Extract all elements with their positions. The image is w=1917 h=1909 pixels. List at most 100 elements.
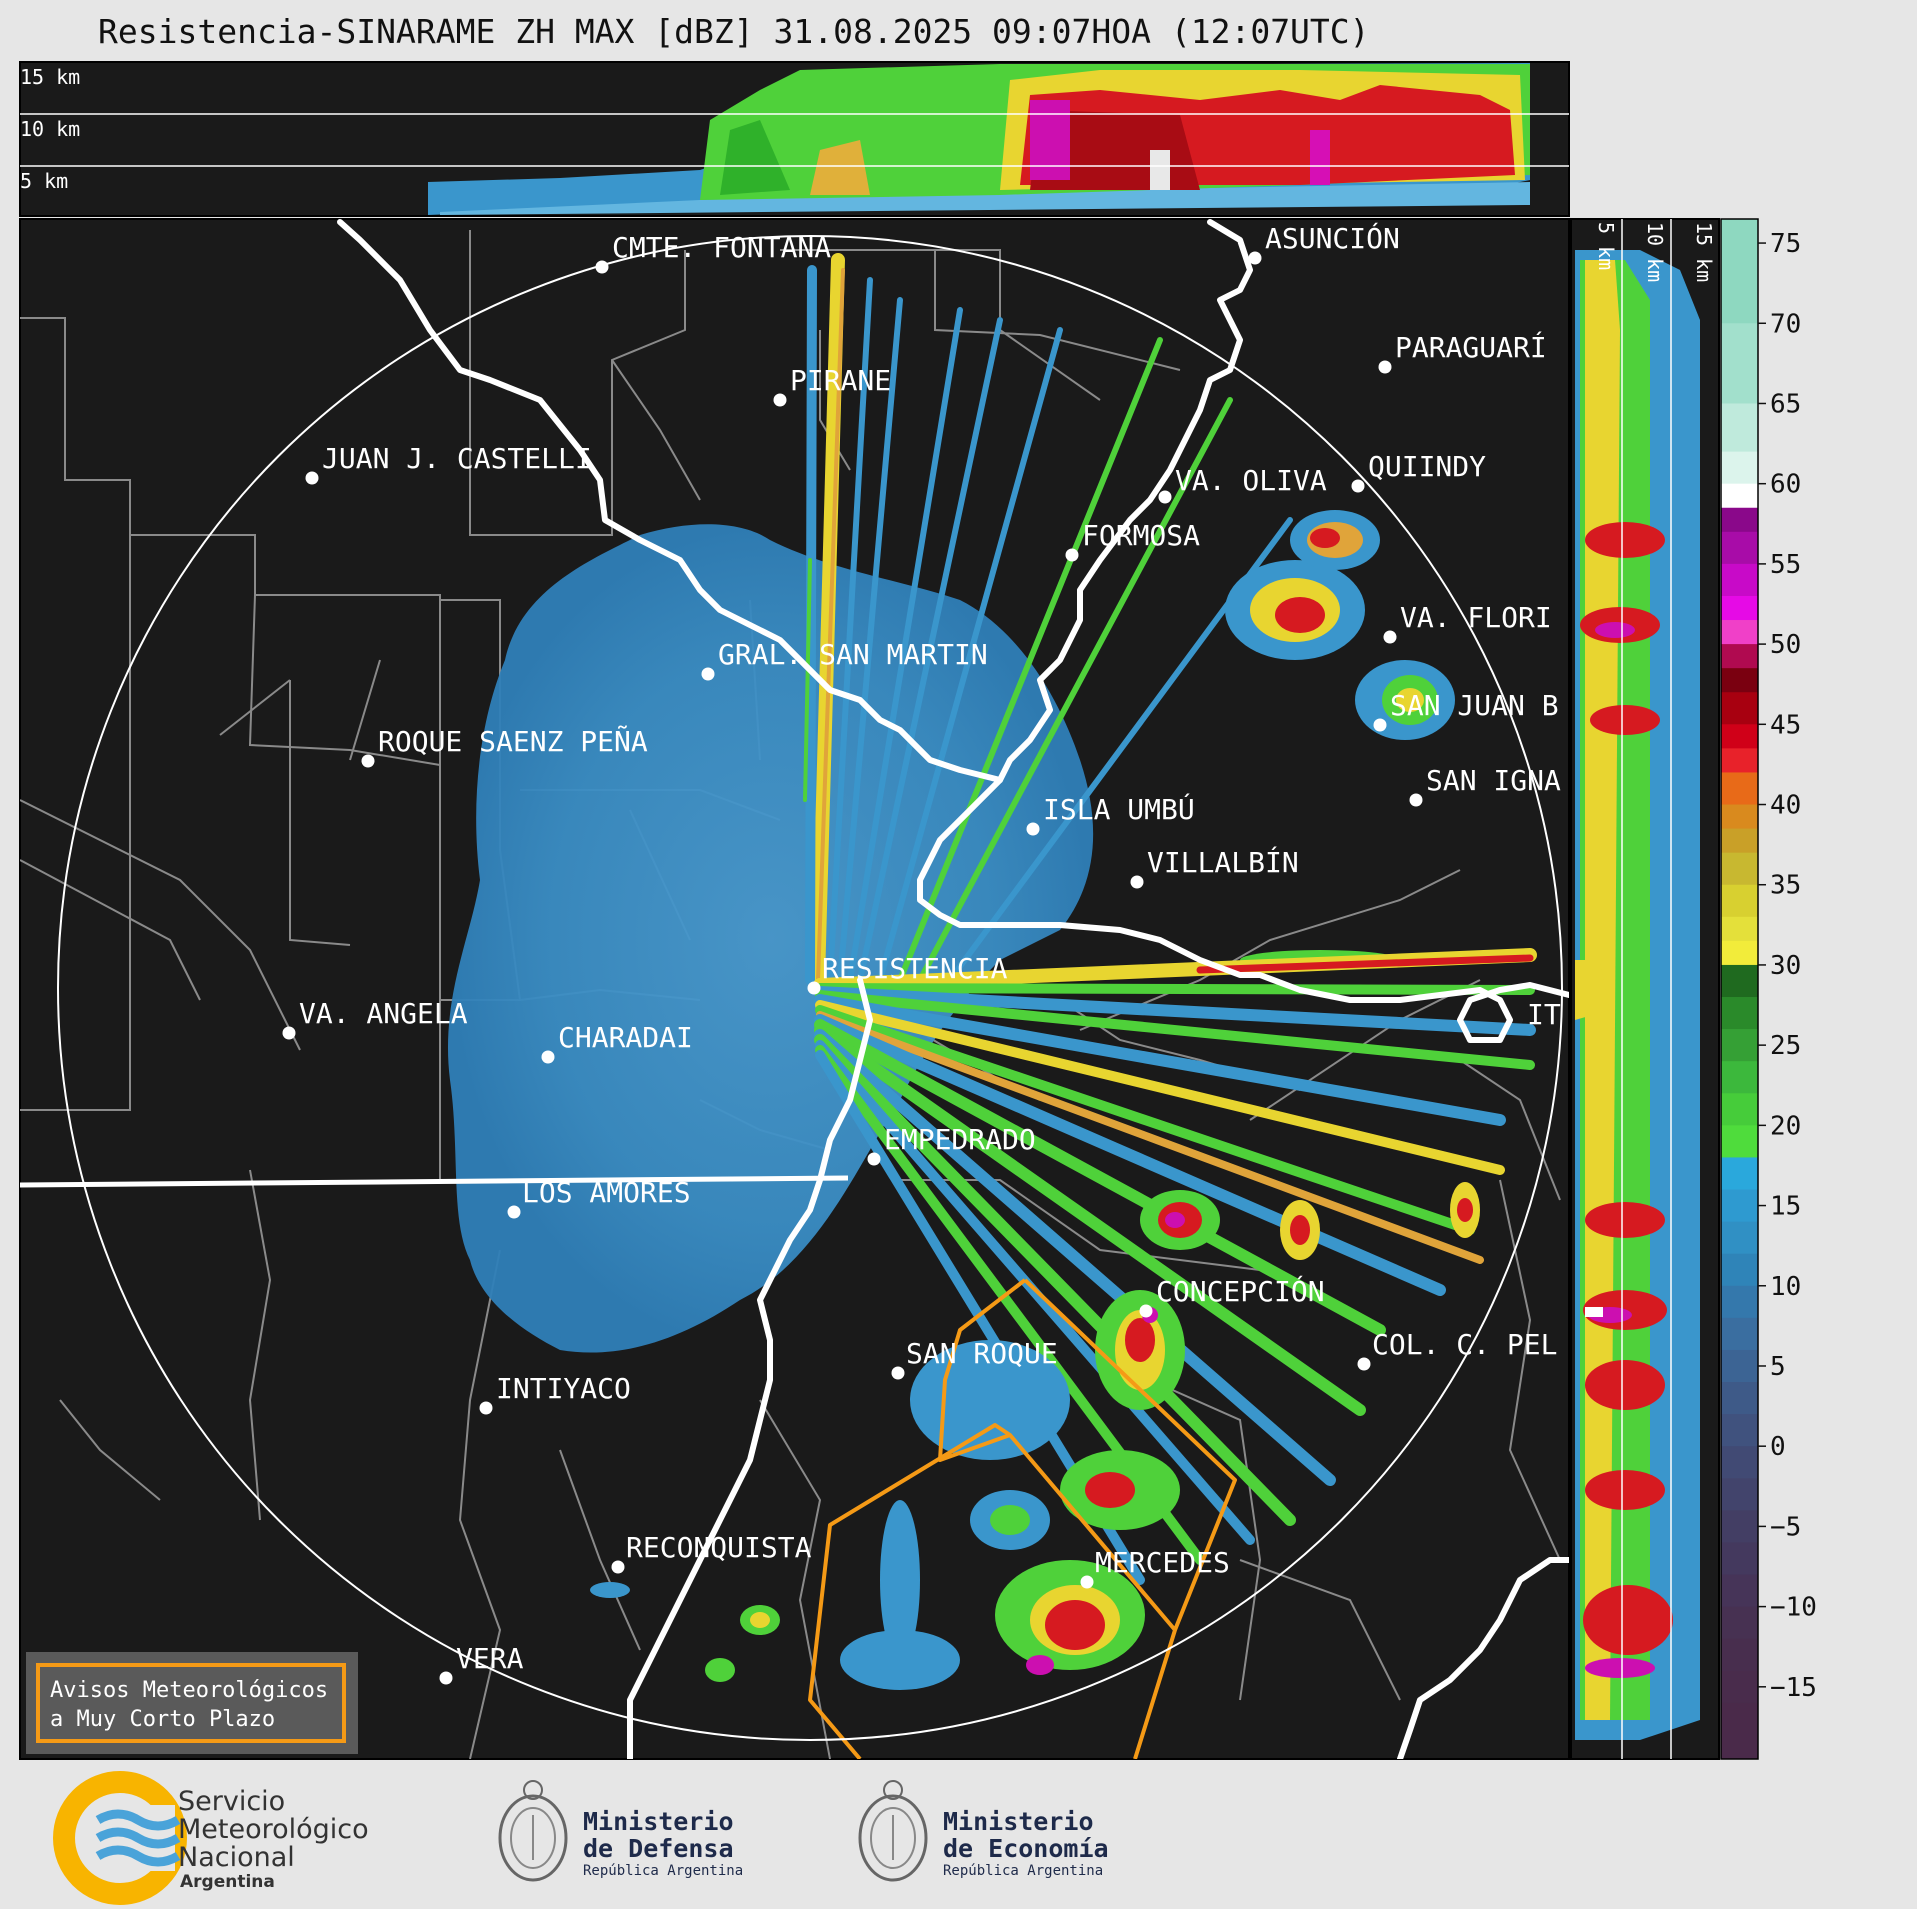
place-label-charadai: CHARADAI <box>558 1021 693 1054</box>
colorbar-tick-label: 40 <box>1770 791 1801 821</box>
place-label-vera: VERA <box>456 1642 524 1675</box>
smn-logo-line-1: Servicio <box>178 1786 285 1817</box>
colorbar-segment <box>1721 451 1758 485</box>
defensa-logo: Ministerio de Defensa República Argentin… <box>498 1780 743 1882</box>
colorbar-segment <box>1721 1221 1758 1255</box>
top-height-label-10km: 10 km <box>20 117 80 141</box>
colorbar-segment <box>1721 507 1758 533</box>
colorbar-segment <box>1721 1446 1758 1479</box>
colorbar-segment <box>1721 828 1758 854</box>
colorbar-segment <box>1721 1349 1758 1383</box>
colorbar-segment <box>1721 940 1758 966</box>
stratiform-echo-area <box>447 524 1094 1353</box>
top-height-label-15km: 15 km <box>20 65 80 89</box>
colorbar-segment <box>1721 772 1758 806</box>
rivers <box>337 219 1569 1759</box>
colorbar-tick-label: −10 <box>1770 1593 1817 1623</box>
colorbar-tick-label: 45 <box>1770 710 1801 740</box>
colorbar-segment <box>1721 1638 1758 1672</box>
colorbar-tick-label: −15 <box>1770 1673 1817 1703</box>
colorbar-segment <box>1721 1125 1758 1158</box>
colorbar-tick-label: 50 <box>1770 630 1801 660</box>
colorbar-segment <box>1721 563 1758 597</box>
alert-box-line-1: Avisos Meteorológicos <box>50 1678 328 1703</box>
top-height-label-5km: 5 km <box>20 169 68 193</box>
place-label-villalbin: VILLALBÍN <box>1147 845 1299 879</box>
place-label-asuncion: ASUNCIÓN <box>1265 221 1400 255</box>
alert-legend-box[interactable]: Avisos Meteorológicos a Muy Corto Plazo <box>26 1652 358 1754</box>
colorbar-tick-label: 65 <box>1770 389 1801 419</box>
colorbar-tick-label: −5 <box>1770 1512 1801 1542</box>
alert-box-line-2: a Muy Corto Plazo <box>50 1707 275 1732</box>
colorbar-segment <box>1721 1574 1758 1608</box>
place-label-gral-san-martin: GRAL. SAN MARTIN <box>718 638 988 671</box>
right-cross-section-panel: 5 km 10 km 15 km <box>1570 218 1720 1760</box>
colorbar-segment <box>1721 997 1758 1030</box>
colorbar-segment <box>1721 748 1758 773</box>
colorbar-segment <box>1721 483 1758 509</box>
colorbar-tick-label: 10 <box>1770 1272 1801 1302</box>
colorbar-segment <box>1721 1189 1758 1223</box>
colorbar-segment <box>1721 1478 1758 1511</box>
place-label-pirane: PIRANE <box>790 364 891 397</box>
radar-range-ring <box>57 235 1563 1741</box>
colorbar-segment <box>1721 1542 1758 1576</box>
place-markers: CMTE. FONTANA ASUNCIÓN PIRANE PARAGUARÍ … <box>282 221 1561 1685</box>
colorbar-tick-label: 60 <box>1770 470 1801 500</box>
southeast-convective-cells <box>590 1182 1480 1690</box>
place-label-col-c-pel: COL. C. PEL <box>1372 1328 1557 1361</box>
economia-logo-line-2: de Economía <box>943 1834 1109 1863</box>
top-cross-section-panel: 15 km 10 km 5 km <box>19 61 1570 217</box>
economia-logo: Ministerio de Economía República Argenti… <box>858 1780 1109 1882</box>
place-label-cmte-fontana: CMTE. FONTANA <box>612 231 831 264</box>
smn-logo-line-2: Meteorológico <box>178 1814 369 1845</box>
right-height-label-15km: 15 km <box>1692 222 1716 282</box>
place-label-paraguari: PARAGUARÍ <box>1395 330 1547 364</box>
colorbar-tick-label: 5 <box>1770 1352 1786 1382</box>
colorbar-segment <box>1721 1670 1758 1704</box>
colorbar-tick-label: 55 <box>1770 550 1801 580</box>
colorbar-segment <box>1721 1317 1758 1351</box>
colorbar-tick-label: 75 <box>1770 229 1801 259</box>
place-label-va-flori: VA. FLORI <box>1400 601 1552 634</box>
colorbar-segment <box>1721 964 1758 998</box>
place-label-san-juan-b: SAN JUAN B <box>1390 689 1559 722</box>
place-label-isla-umbu: ISLA UMBÚ <box>1043 792 1195 826</box>
colorbar-tick-label: 30 <box>1770 951 1801 981</box>
place-label-san-igna: SAN IGNA <box>1426 764 1561 797</box>
place-label-it: IT <box>1527 998 1561 1031</box>
colorbar-segment <box>1721 668 1758 693</box>
defensa-logo-line-3: República Argentina <box>583 1863 743 1879</box>
colorbar-segment <box>1721 1029 1758 1062</box>
colorbar-segment <box>1721 1414 1758 1447</box>
product-title: Resistencia-SINARAME ZH MAX [dBZ] 31.08.… <box>98 12 1370 51</box>
place-label-concepcion: CONCEPCIÓN <box>1156 1274 1325 1308</box>
right-height-label-10km: 10 km <box>1643 222 1667 282</box>
colorbar-segment <box>1721 1702 1758 1760</box>
colorbar-tick-label: 15 <box>1770 1192 1801 1222</box>
place-label-resistencia: RESISTENCIA <box>822 952 1008 985</box>
smn-logo-line-3: Nacional <box>178 1842 295 1873</box>
defensa-logo-line-1: Ministerio <box>583 1807 734 1836</box>
colorbar-segment <box>1721 916 1758 942</box>
place-label-mercedes: MERCEDES <box>1095 1546 1230 1579</box>
place-label-va-angela: VA. ANGELA <box>299 997 468 1030</box>
colorbar-segment <box>1721 692 1758 725</box>
colorbar-segment <box>1721 1157 1758 1191</box>
economia-logo-line-1: Ministerio <box>943 1807 1094 1836</box>
colorbar-segment <box>1721 644 1758 669</box>
place-label-intiyaco: INTIYACO <box>496 1372 631 1405</box>
place-label-va-oliva: VA. OLIVA <box>1175 464 1327 497</box>
colorbar-segment <box>1721 219 1758 324</box>
colorbar-segment <box>1721 724 1758 749</box>
provincial-border <box>20 1175 849 1188</box>
place-label-formosa: FORMOSA <box>1082 519 1200 552</box>
colorbar-segment <box>1721 804 1758 830</box>
main-map-panel: CMTE. FONTANA ASUNCIÓN PIRANE PARAGUARÍ … <box>19 218 1570 1760</box>
economia-logo-line-3: República Argentina <box>943 1863 1103 1879</box>
colorbar-segment <box>1721 1285 1758 1319</box>
place-label-quiindy: QUIINDY <box>1368 450 1486 483</box>
colorbar-tick-label: 0 <box>1770 1432 1786 1462</box>
